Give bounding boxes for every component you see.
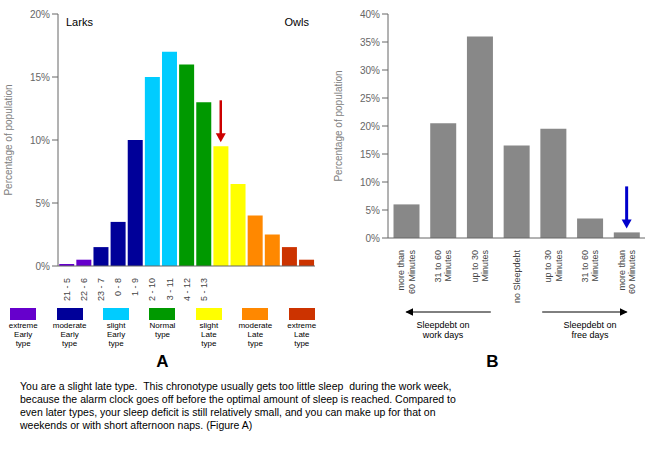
svg-text:15%: 15% — [30, 72, 50, 83]
html-text:moderate Late type: moderate Late type — [238, 321, 273, 348]
html-text:You are a slight late type. Th: You are a slight late type. This chronot… — [20, 380, 456, 432]
html-text:extreme Early type: extreme Early type — [8, 321, 38, 348]
html-text:extreme Late type: extreme Late type — [287, 321, 317, 348]
svg-text:more than60 Minutes: more than60 Minutes — [617, 250, 637, 295]
svg-text:40%: 40% — [360, 9, 380, 20]
svg-text:5%: 5% — [366, 205, 381, 216]
html-text:Sleepdebt on free days: Sleepdebt on free days — [563, 320, 617, 341]
svg-text:20%: 20% — [30, 9, 50, 20]
svg-text:10%: 10% — [30, 135, 50, 146]
svg-text:23 - 7: 23 - 7 — [96, 278, 106, 301]
svg-text:15%: 15% — [360, 149, 380, 160]
svg-text:10%: 10% — [360, 177, 380, 188]
svg-text:3 - 11: 3 - 11 — [165, 278, 175, 300]
svg-text:Percentage of population: Percentage of population — [333, 70, 344, 181]
html-text:Larks: Larks — [66, 16, 93, 28]
svg-text:20%: 20% — [360, 121, 380, 132]
html-text:slight Early type: slight Early type — [106, 321, 126, 348]
svg-text:30%: 30% — [360, 65, 380, 76]
svg-text:2 - 10: 2 - 10 — [147, 278, 157, 301]
svg-text:0%: 0% — [36, 261, 51, 272]
svg-text:up to 30Minutes: up to 30Minutes — [470, 250, 490, 283]
svg-text:0 - 8: 0 - 8 — [113, 278, 123, 296]
svg-text:5%: 5% — [36, 198, 51, 209]
svg-text:21 - 5: 21 - 5 — [62, 278, 72, 301]
svg-text:5 - 13: 5 - 13 — [199, 278, 209, 301]
html-text:B: B — [486, 352, 499, 371]
svg-text:31 to 60Minutes: 31 to 60Minutes — [580, 250, 600, 283]
html-text:A: A — [156, 352, 169, 371]
svg-text:Percentage of population: Percentage of population — [8, 84, 14, 195]
html-text:Owls: Owls — [284, 16, 309, 28]
svg-text:22 - 6: 22 - 6 — [79, 278, 89, 301]
svg-text:4 - 12: 4 - 12 — [182, 278, 192, 301]
html-text:Sleepdebt on work days: Sleepdebt on work days — [416, 320, 470, 341]
svg-text:25%: 25% — [360, 93, 380, 104]
svg-text:more than60 Minutes: more than60 Minutes — [396, 250, 416, 295]
svg-text:31 to 60Minutes: 31 to 60Minutes — [433, 250, 453, 283]
svg-text:up to 30Minutes: up to 30Minutes — [543, 250, 563, 283]
html-text:moderate Early type: moderate Early type — [52, 321, 87, 348]
html-text:Normal type: Normal type — [149, 321, 176, 339]
svg-text:no Sleepdebt: no Sleepdebt — [512, 250, 522, 304]
html-text:slight Late type: slight Late type — [199, 321, 219, 348]
svg-text:0%: 0% — [366, 233, 381, 244]
svg-text:1 - 9: 1 - 9 — [130, 278, 140, 296]
svg-text:35%: 35% — [360, 37, 380, 48]
